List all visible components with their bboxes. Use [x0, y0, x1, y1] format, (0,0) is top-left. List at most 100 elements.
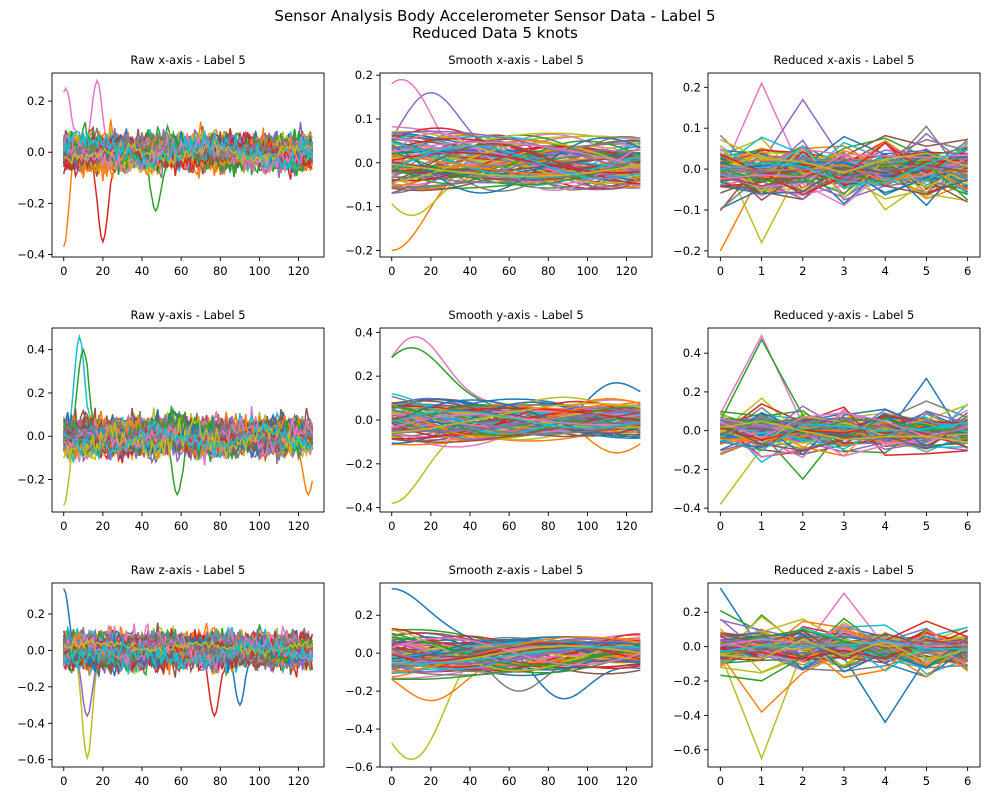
y-tick-label: 0.1 [355, 112, 373, 126]
x-tick-label: 80 [541, 774, 556, 788]
series-group [719, 334, 969, 505]
series-line [391, 402, 641, 434]
series-line [720, 156, 968, 188]
x-tick-label: 20 [424, 774, 439, 788]
y-tick-label: −0.4 [673, 708, 701, 722]
series-line [391, 138, 641, 185]
series-line [391, 401, 641, 444]
x-tick-label: 80 [213, 774, 228, 788]
x-tick-label: 5 [923, 519, 930, 533]
y-tick-label: −0.4 [673, 501, 701, 515]
y-tick-label: 0.4 [27, 343, 45, 357]
series-line [720, 417, 968, 435]
x-tick-label: 5 [923, 774, 930, 788]
series-line [391, 399, 641, 438]
series-line [720, 420, 968, 443]
x-tick-label: 6 [964, 774, 971, 788]
series-line [720, 148, 968, 184]
series-group [391, 78, 641, 252]
y-tick-label: 0.4 [355, 325, 373, 339]
y-tick-label: 0.2 [355, 608, 373, 622]
series-line [720, 640, 968, 653]
y-tick-label: 0.2 [27, 386, 45, 400]
series-line [720, 640, 968, 654]
series-line [719, 144, 968, 200]
series-line [720, 162, 968, 178]
series-group [391, 336, 641, 504]
series-line [720, 149, 969, 207]
y-tick-label: 0.0 [355, 646, 373, 660]
y-tick-label: 0.4 [683, 346, 701, 360]
figure-title-line-2: Reduced Data 5 knots [412, 24, 578, 42]
series-line [720, 139, 968, 174]
series-line [720, 638, 968, 663]
x-tick-label: 0 [60, 264, 67, 278]
x-tick-label: 3 [840, 774, 847, 788]
series-line [391, 413, 641, 429]
series-line [719, 630, 968, 679]
x-tick-label: 0 [60, 774, 67, 788]
x-tick-label: 120 [288, 264, 310, 278]
series-line [719, 134, 968, 202]
x-tick-label: 40 [463, 264, 478, 278]
series-line [391, 403, 641, 438]
y-tick-label: 0.0 [683, 162, 701, 176]
x-tick-label: 20 [96, 774, 111, 788]
y-tick-label: −0.4 [17, 716, 45, 730]
x-tick-label: 80 [541, 519, 556, 533]
subplot-8: Smooth z-axis - Label 5 0 20 40 60 80 100 120 −0… [345, 563, 653, 788]
y-tick-label: −0.2 [345, 243, 373, 257]
x-tick-label: 100 [248, 774, 270, 788]
series-group [391, 587, 641, 761]
x-tick-label: 4 [882, 774, 889, 788]
x-tick-label: 120 [616, 519, 638, 533]
subplot-title: Smooth y-axis - Label 5 [448, 308, 583, 322]
x-tick-label: 4 [882, 519, 889, 533]
plot-frame [51, 582, 325, 768]
x-tick-label: 1 [758, 519, 765, 533]
series-group [719, 587, 969, 761]
series-line [720, 417, 968, 457]
x-tick-label: 2 [799, 264, 806, 278]
y-tick-label: −0.6 [345, 760, 373, 774]
y-tick-label: 0.2 [355, 68, 373, 82]
series-line [391, 398, 641, 439]
x-tick-label: 40 [135, 519, 150, 533]
x-tick-label: 3 [840, 264, 847, 278]
y-tick-label: 0.0 [683, 640, 701, 654]
x-tick-label: 120 [616, 774, 638, 788]
x-tick-label: 2 [799, 774, 806, 788]
y-tick-label: 0.2 [27, 94, 45, 108]
series-line [391, 163, 641, 178]
y-tick-label: −0.1 [673, 203, 701, 217]
x-tick-label: 1 [758, 774, 765, 788]
x-tick-label: 0 [60, 519, 67, 533]
x-tick-label: 20 [96, 264, 111, 278]
series-line [720, 421, 968, 452]
plot-frame [51, 327, 325, 513]
series-line [720, 623, 968, 655]
series-line [391, 137, 641, 194]
y-tick-label: 0.0 [27, 145, 45, 159]
subplot-2: Smooth x-axis - Label 5 0 20 40 60 80 100 120 −0… [345, 53, 653, 278]
series-line [719, 615, 968, 667]
y-tick-label: 0.0 [27, 429, 45, 443]
subplot-1: Raw x-axis - Label 5 0 20 40 60 80 100 120 −0.4 −… [17, 53, 325, 278]
x-tick-label: 20 [424, 519, 439, 533]
x-tick-label: 3 [840, 519, 847, 533]
x-tick-label: 6 [964, 264, 971, 278]
y-tick-label: −0.4 [345, 722, 373, 736]
x-tick-label: 100 [576, 519, 598, 533]
y-tick-label: −0.2 [17, 196, 45, 210]
series-line [720, 154, 968, 175]
y-tick-label: −0.2 [17, 473, 45, 487]
series-line [391, 647, 641, 658]
y-tick-label: 0.2 [683, 605, 701, 619]
subplot-5: Smooth y-axis - Label 5 0 20 40 60 80 100 120 −0… [345, 308, 653, 533]
series-line [391, 145, 641, 180]
series-line [720, 410, 968, 442]
subplot-title: Reduced y-axis - Label 5 [774, 308, 915, 322]
y-tick-label: −0.2 [673, 674, 701, 688]
y-tick-label: 0.0 [355, 413, 373, 427]
y-tick-label: −0.6 [17, 753, 45, 767]
